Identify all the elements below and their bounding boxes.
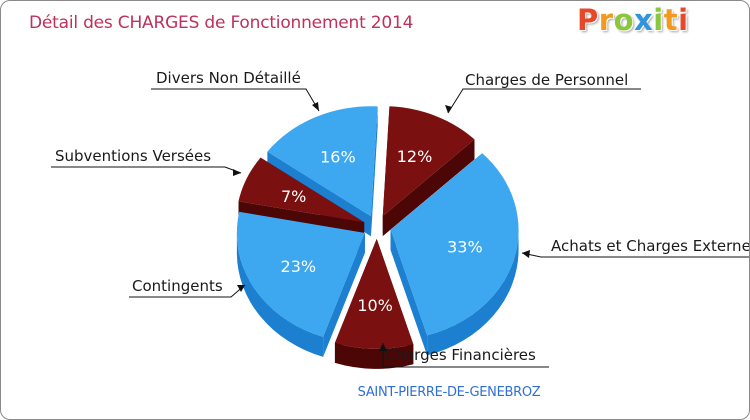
leader-line-subventions — [51, 166, 242, 174]
slice-subventions-vers-es[interactable] — [238, 157, 365, 223]
slice-wall-achats-et-charges-externes — [427, 229, 519, 356]
leader-arrow-achats — [522, 250, 530, 258]
proxiti-logo[interactable]: Proxiti — [577, 3, 689, 37]
logo-letter: i — [653, 3, 664, 37]
slice-wall-charges-financi-res — [334, 342, 414, 369]
label-contingents: Contingents — [132, 277, 223, 295]
place-name[interactable]: SAINT-PIERRE-DE-GENEBROZ — [357, 385, 541, 400]
slice-edge-charges-de-personnel — [382, 139, 475, 237]
leader-arrow-subventions — [233, 169, 241, 176]
slice-charges-financi-res[interactable] — [334, 238, 414, 349]
leader-line-personnel — [447, 88, 641, 114]
slice-edge-divers-non-d-taill- — [370, 106, 378, 237]
leader-arrow-contingents — [237, 285, 245, 292]
logo-letter: r — [598, 3, 614, 37]
slice-wall-contingents — [236, 232, 324, 357]
category-labels: Charges de Personnel Achats et Charges E… — [55, 69, 750, 364]
leader-arrow-divers — [312, 102, 319, 111]
leader-arrow-personnel — [445, 105, 452, 113]
pct-label-subventions-vers-es: 7% — [281, 187, 306, 206]
pct-label-divers-non-d-taill-: 16% — [320, 148, 356, 167]
label-subventions-versees: Subventions Versées — [55, 147, 211, 165]
logo-letter: P — [577, 3, 599, 37]
logo-letter: i — [678, 3, 689, 37]
slice-divers-non-d-taill-[interactable] — [267, 106, 378, 217]
slice-edge-achats-et-charges-externes — [390, 229, 428, 356]
slice-edge-contingents — [323, 232, 365, 357]
pct-label-charges-de-personnel: 12% — [397, 147, 433, 166]
leader-lines — [51, 88, 749, 368]
logo-letter: o — [613, 3, 635, 37]
pct-label-achats-et-charges-externes: 33% — [447, 238, 483, 257]
label-charges-de-personnel: Charges de Personnel — [465, 71, 628, 89]
label-charges-financieres: Charges Financières — [385, 346, 536, 364]
chart-title: Détail des CHARGES de Fonctionnement 201… — [29, 13, 414, 33]
pct-label-contingents: 23% — [281, 257, 317, 276]
label-divers-non-detaille: Divers Non Détaillé — [156, 69, 301, 87]
label-achats-et-charges-externes: Achats et Charges Externes — [551, 237, 750, 255]
leader-line-divers — [151, 88, 320, 112]
logo-letter: x — [634, 3, 654, 37]
slices-layer: 12% 33% 10% 23% 7% 16% — [236, 106, 519, 369]
slice-contingents[interactable] — [236, 211, 365, 337]
pct-label-charges-financi-res: 10% — [357, 296, 393, 315]
slice-achats-et-charges-externes[interactable] — [390, 153, 519, 336]
logo-letter: t — [663, 3, 679, 37]
slice-charges-de-personnel[interactable] — [382, 106, 475, 217]
leader-arrow-financieres — [379, 343, 387, 351]
